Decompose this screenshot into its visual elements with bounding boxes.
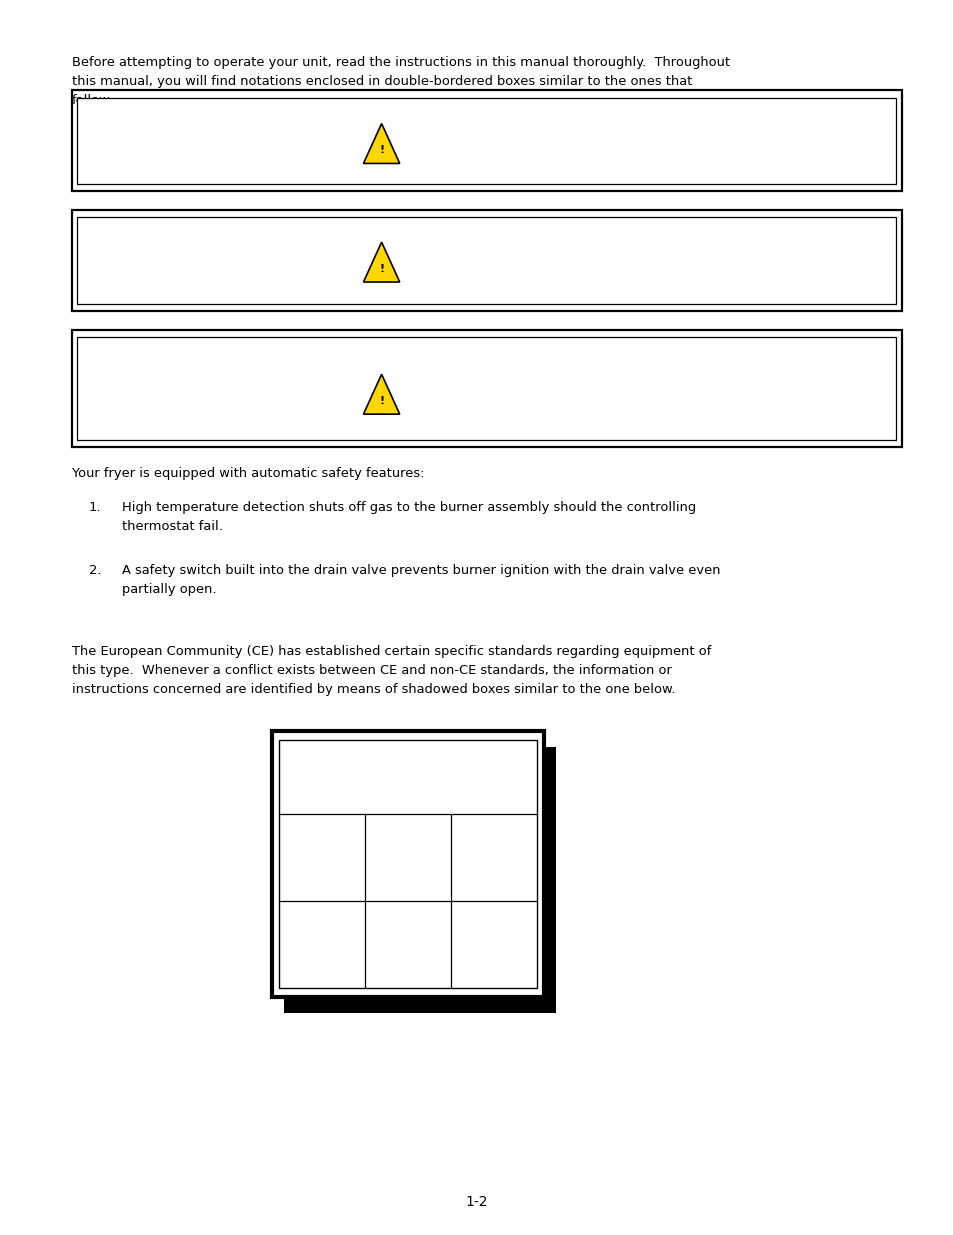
Bar — [278, 740, 537, 988]
Polygon shape — [363, 242, 399, 282]
Text: 1.: 1. — [89, 501, 101, 515]
Bar — [71, 210, 901, 311]
Text: The European Community (CE) has established certain specific standards regarding: The European Community (CE) has establis… — [71, 645, 710, 695]
Text: A safety switch built into the drain valve prevents burner ignition with the dra: A safety switch built into the drain val… — [122, 564, 720, 597]
Text: 1-2: 1-2 — [465, 1194, 488, 1209]
Bar — [77, 98, 895, 184]
Text: !: ! — [378, 263, 384, 274]
Bar — [77, 217, 895, 304]
Polygon shape — [363, 374, 399, 414]
Text: Your fryer is equipped with automatic safety features:: Your fryer is equipped with automatic sa… — [71, 467, 423, 480]
Text: High temperature detection shuts off gas to the burner assembly should the contr: High temperature detection shuts off gas… — [122, 501, 696, 534]
Bar — [77, 337, 895, 440]
Text: !: ! — [378, 395, 384, 406]
Text: !: ! — [378, 144, 384, 156]
Bar — [71, 90, 901, 191]
Bar — [284, 747, 556, 1013]
Bar — [71, 330, 901, 447]
Text: Before attempting to operate your unit, read the instructions in this manual tho: Before attempting to operate your unit, … — [71, 56, 729, 106]
Polygon shape — [363, 124, 399, 163]
Text: 2.: 2. — [89, 564, 101, 578]
Bar — [272, 731, 543, 997]
